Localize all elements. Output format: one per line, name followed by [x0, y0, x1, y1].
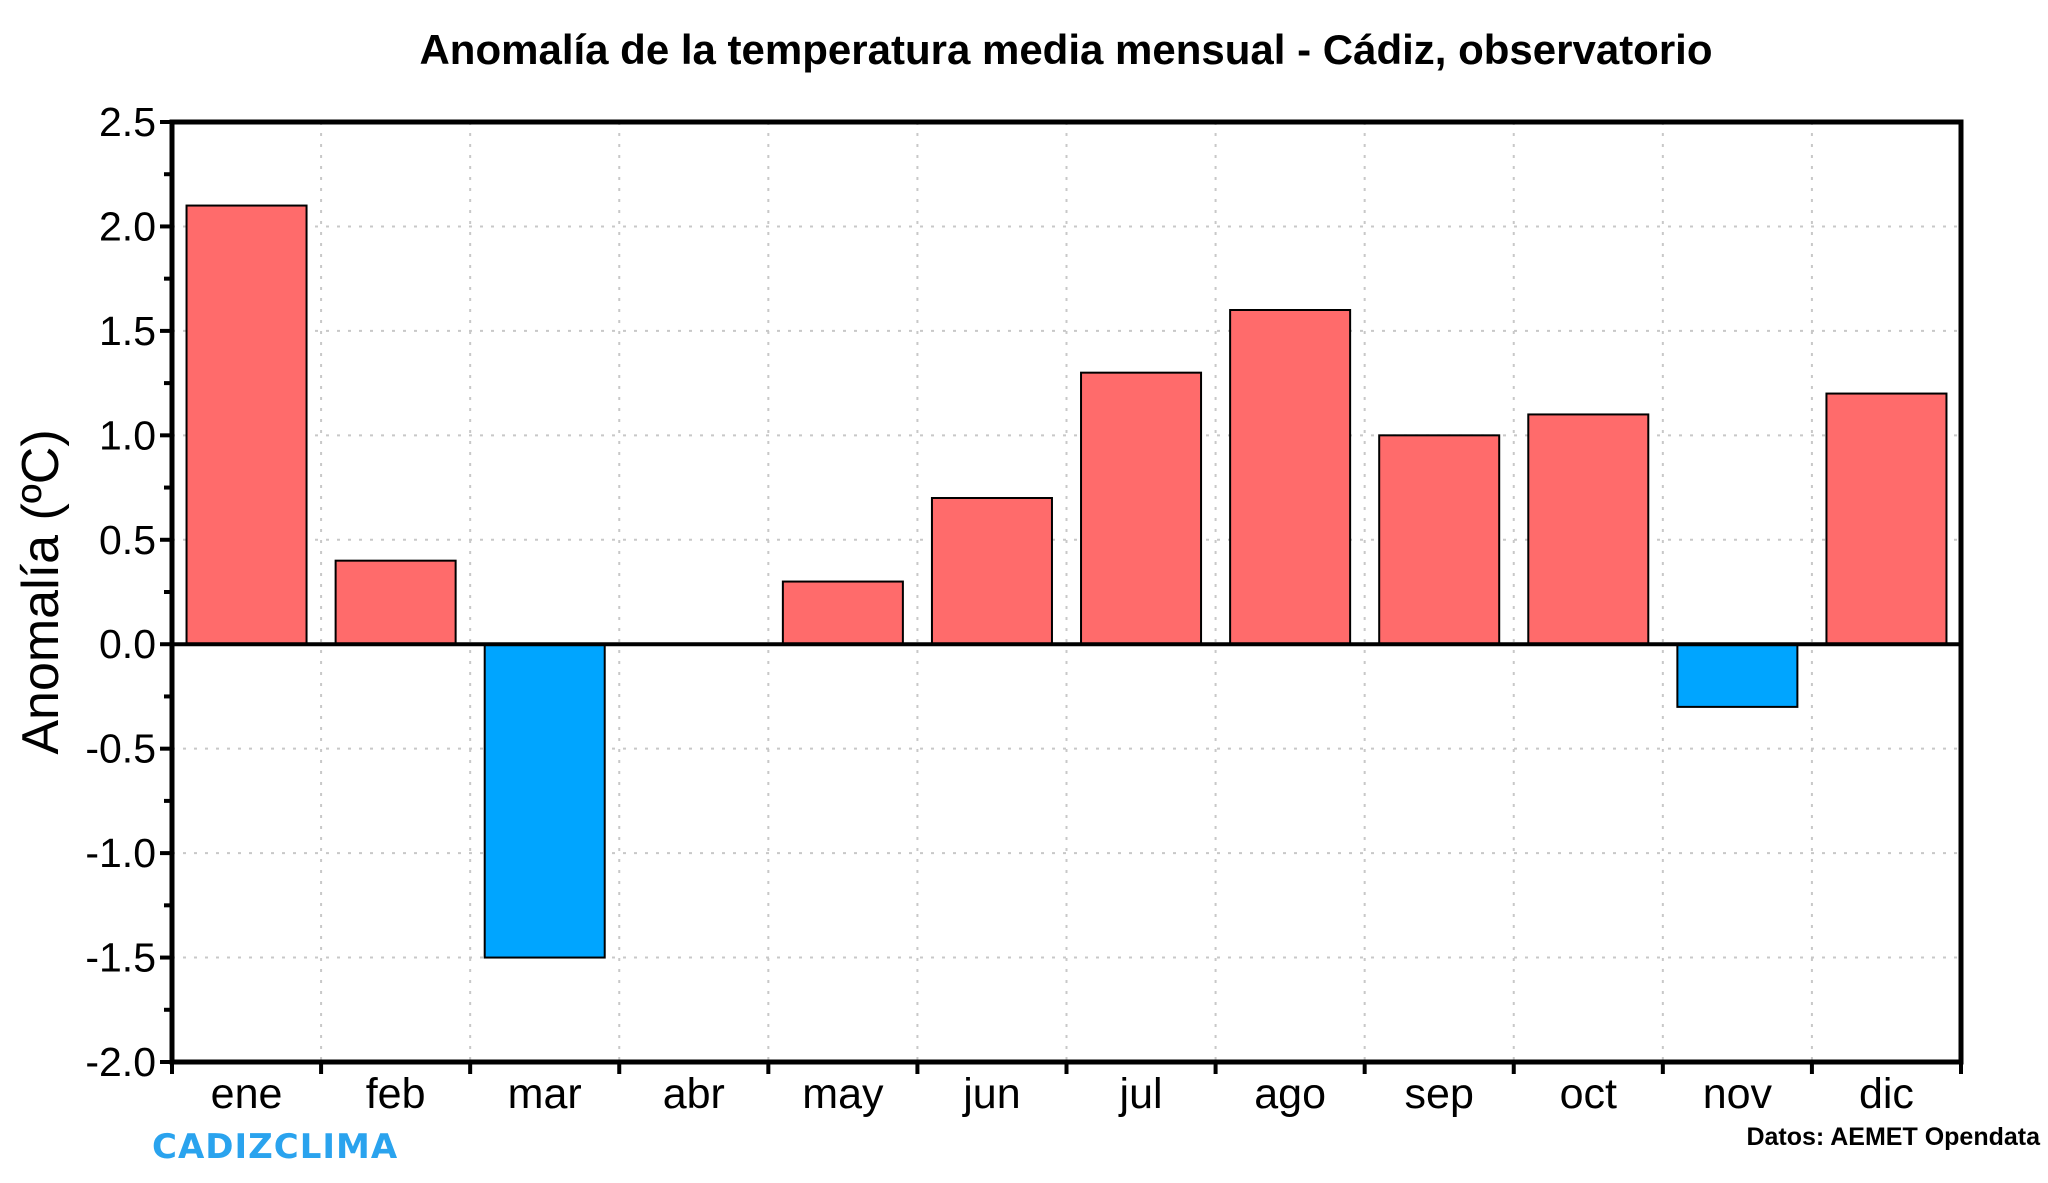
grid-lines — [172, 122, 1961, 1062]
chart-title: Anomalía de la temperatura media mensual… — [419, 26, 1712, 73]
y-tick-label: -1.5 — [85, 935, 156, 981]
bars — [185, 204, 1948, 959]
bar-may — [781, 580, 904, 646]
bar-oct — [1527, 413, 1650, 646]
y-tick-label: 1.5 — [99, 308, 156, 354]
bar-jun — [930, 497, 1053, 646]
bar-dic — [1825, 392, 1948, 646]
y-tick-label: 0.5 — [99, 517, 156, 563]
x-tick-label: may — [802, 1070, 884, 1118]
x-tick-label: abr — [663, 1070, 725, 1118]
cadizclima-logo: CADIZCLIMA — [152, 1127, 398, 1167]
y-axis-ticks: -2.0 -1.5 -1.0 -0.5 0.0 0.5 1.0 1.5 2.0 2.5 — [85, 99, 172, 1085]
x-tick-label: feb — [366, 1070, 426, 1118]
y-tick-label: -2.0 — [85, 1039, 156, 1085]
x-tick-label: sep — [1405, 1070, 1474, 1118]
x-tick-label: jul — [1118, 1070, 1163, 1118]
x-tick-label: ago — [1254, 1070, 1326, 1118]
x-tick-label: dic — [1859, 1070, 1914, 1118]
y-tick-label: 1.0 — [99, 412, 156, 458]
bar-nov — [1676, 643, 1799, 708]
x-tick-label: oct — [1560, 1070, 1617, 1118]
x-axis-ticks: ene feb mar abr may jun jul ago sep oct nov dic — [170, 1062, 1963, 1118]
y-tick-label: -0.5 — [85, 726, 156, 772]
x-tick-label: mar — [508, 1070, 582, 1118]
bar-mar — [483, 643, 606, 959]
data-source-credit: Datos: AEMET Opendata — [1746, 1123, 2041, 1151]
bar-jul — [1080, 371, 1203, 646]
y-axis-title: Anomalía (ºC) — [12, 429, 70, 754]
bar-sep — [1378, 434, 1501, 646]
bar-feb — [334, 559, 457, 646]
bar-ene — [185, 204, 308, 646]
bar-ago — [1229, 309, 1352, 646]
x-tick-label: jun — [961, 1070, 1020, 1118]
x-tick-label: ene — [211, 1070, 283, 1118]
y-tick-label: -1.0 — [85, 830, 156, 876]
y-tick-label: 0.0 — [99, 621, 156, 667]
x-tick-label: nov — [1703, 1070, 1773, 1118]
y-tick-label: 2.0 — [99, 203, 156, 249]
y-tick-label: 2.5 — [99, 99, 156, 145]
